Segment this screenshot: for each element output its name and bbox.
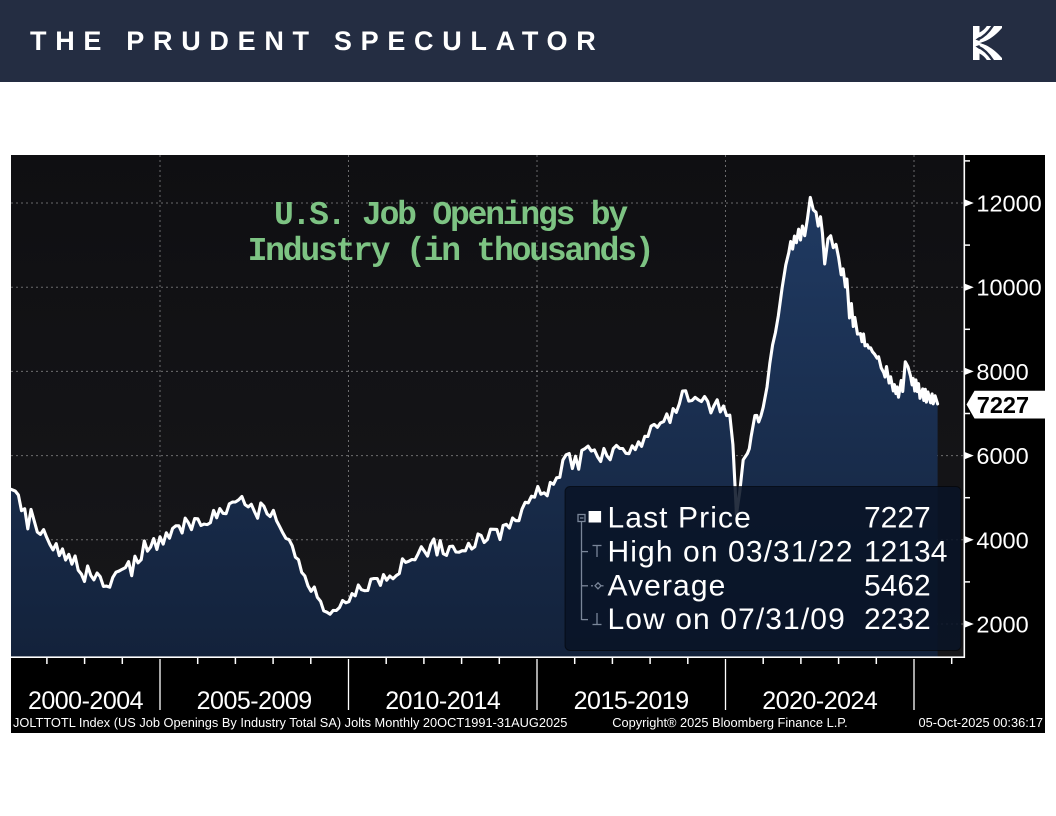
svg-text:8000: 8000 bbox=[976, 359, 1028, 385]
svg-text:Copyright® 2025 Bloomberg Fina: Copyright® 2025 Bloomberg Finance L.P. bbox=[612, 715, 847, 730]
svg-text:10000: 10000 bbox=[976, 275, 1041, 301]
svg-text:U.S. Job Openings by: U.S. Job Openings by bbox=[274, 197, 628, 234]
svg-text:7227: 7227 bbox=[864, 502, 931, 535]
svg-text:Low on 07/31/09: Low on 07/31/09 bbox=[608, 603, 846, 636]
svg-text:2232: 2232 bbox=[864, 603, 931, 636]
svg-text:2015-2019: 2015-2019 bbox=[574, 687, 689, 715]
svg-text:4000: 4000 bbox=[976, 527, 1028, 553]
svg-text:High on 03/31/22: High on 03/31/22 bbox=[608, 535, 854, 568]
svg-text:JOLTTOTL Index (US Job Opening: JOLTTOTL Index (US Job Openings By Indus… bbox=[13, 715, 567, 730]
svg-text:Last Price: Last Price bbox=[608, 502, 752, 535]
svg-text:12000: 12000 bbox=[976, 191, 1041, 217]
svg-text:6000: 6000 bbox=[976, 443, 1028, 469]
svg-text:Average: Average bbox=[608, 569, 727, 602]
svg-text:05-Oct-2025 00:36:17: 05-Oct-2025 00:36:17 bbox=[918, 715, 1043, 730]
svg-text:5462: 5462 bbox=[864, 569, 931, 602]
svg-text:12134: 12134 bbox=[864, 535, 947, 568]
svg-text:2000: 2000 bbox=[976, 612, 1028, 638]
svg-text:Industry (in thousands): Industry (in thousands) bbox=[248, 233, 653, 270]
svg-text:2020-2024: 2020-2024 bbox=[762, 687, 878, 715]
svg-text:7227: 7227 bbox=[977, 392, 1029, 418]
svg-text:2005-2009: 2005-2009 bbox=[197, 687, 312, 715]
svg-text:2010-2014: 2010-2014 bbox=[385, 687, 501, 715]
svg-text:2000-2004: 2000-2004 bbox=[28, 687, 144, 715]
